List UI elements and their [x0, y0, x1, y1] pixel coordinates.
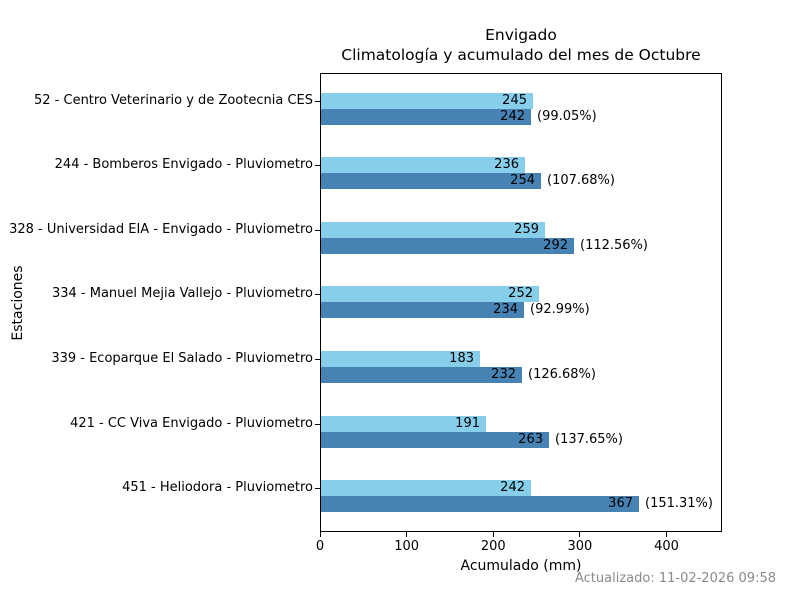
- x-tick-mark: [319, 532, 321, 537]
- x-tick-label: 100: [394, 539, 420, 554]
- y-tick-mark: [315, 294, 320, 296]
- x-tick-mark: [406, 532, 408, 537]
- x-tick-label: 400: [654, 539, 679, 554]
- bar-acumulado: [321, 366, 522, 383]
- bar-percentage-annotation: (126.68%): [528, 366, 596, 382]
- bar-climatologia: [321, 350, 480, 367]
- y-tick-label: 339 - Ecoparque El Salado - Pluviometro: [51, 350, 313, 366]
- bar-value-climatologia: 236: [494, 157, 519, 173]
- bar-value-acumulado: 234: [493, 302, 518, 318]
- y-tick-mark: [315, 423, 320, 425]
- bar-value-acumulado: 367: [608, 496, 633, 512]
- bar-value-acumulado: 254: [510, 173, 535, 189]
- y-tick-label: 328 - Universidad EIA - Envigado - Pluvi…: [9, 221, 313, 237]
- bar-acumulado: [321, 108, 531, 125]
- y-tick-label: 451 - Heliodora - Pluviometro: [122, 480, 313, 496]
- bar-value-climatologia: 252: [508, 286, 533, 302]
- bar-climatologia: [321, 480, 531, 497]
- x-tick-mark: [492, 532, 494, 537]
- chart-title-line2: Climatología y acumulado del mes de Octu…: [341, 46, 701, 64]
- bar-value-climatologia: 259: [514, 221, 539, 237]
- bar-percentage-annotation: (137.65%): [555, 431, 623, 447]
- bar-value-acumulado: 292: [543, 237, 568, 253]
- x-tick-mark: [579, 532, 581, 537]
- bar-value-climatologia: 183: [449, 350, 474, 366]
- bar-acumulado: [321, 496, 639, 513]
- plot-area: 245 242 (99.05%) 236 254 (107.68%) 259 292 (112.…: [320, 73, 722, 532]
- bar-climatologia: [321, 415, 486, 432]
- bar-percentage-annotation: (112.56%): [580, 237, 648, 253]
- y-tick-label: 421 - CC Viva Envigado - Pluviometro: [70, 415, 313, 431]
- bar-value-climatologia: 242: [500, 480, 525, 496]
- bar-value-acumulado: 263: [518, 431, 543, 447]
- y-tick-label: 52 - Centro Veterinario y de Zootecnia C…: [34, 92, 313, 108]
- chart-title: Envigado Climatología y acumulado del me…: [320, 25, 722, 65]
- y-tick-mark: [315, 358, 320, 360]
- y-tick-mark: [315, 165, 320, 167]
- updated-timestamp: Actualizado: 11-02-2026 09:58: [575, 571, 776, 586]
- x-axis-label: Acumulado (mm): [460, 558, 582, 574]
- bar-value-climatologia: 245: [502, 92, 527, 108]
- bar-percentage-annotation: (99.05%): [537, 108, 597, 124]
- y-tick-mark: [315, 229, 320, 231]
- bar-acumulado: [321, 431, 549, 448]
- y-tick-label: 244 - Bomberos Envigado - Pluviometro: [54, 157, 313, 173]
- bar-acumulado: [321, 173, 541, 190]
- bar-value-acumulado: 232: [491, 366, 516, 382]
- bar-percentage-annotation: (92.99%): [530, 302, 590, 318]
- x-tick-label: 0: [315, 539, 325, 554]
- bar-percentage-annotation: (107.68%): [547, 173, 615, 189]
- bar-climatologia: [321, 286, 539, 303]
- bar-value-acumulado: 242: [500, 108, 525, 124]
- y-tick-label: 334 - Manuel Mejia Vallejo - Pluviometro: [51, 286, 313, 302]
- bar-acumulado: [321, 302, 524, 319]
- bar-percentage-annotation: (151.31%): [645, 496, 713, 512]
- y-tick-mark: [315, 488, 320, 490]
- x-tick-label: 200: [480, 539, 506, 554]
- chart-title-line1: Envigado: [485, 26, 557, 44]
- bar-value-climatologia: 191: [455, 415, 480, 431]
- bar-acumulado: [321, 237, 574, 254]
- bar-climatologia: [321, 221, 545, 238]
- bar-climatologia: [321, 92, 533, 109]
- y-axis-label: Estaciones: [10, 265, 26, 341]
- y-tick-mark: [315, 100, 320, 102]
- x-tick-mark: [666, 532, 668, 537]
- bar-climatologia: [321, 157, 525, 174]
- x-tick-label: 300: [567, 539, 593, 554]
